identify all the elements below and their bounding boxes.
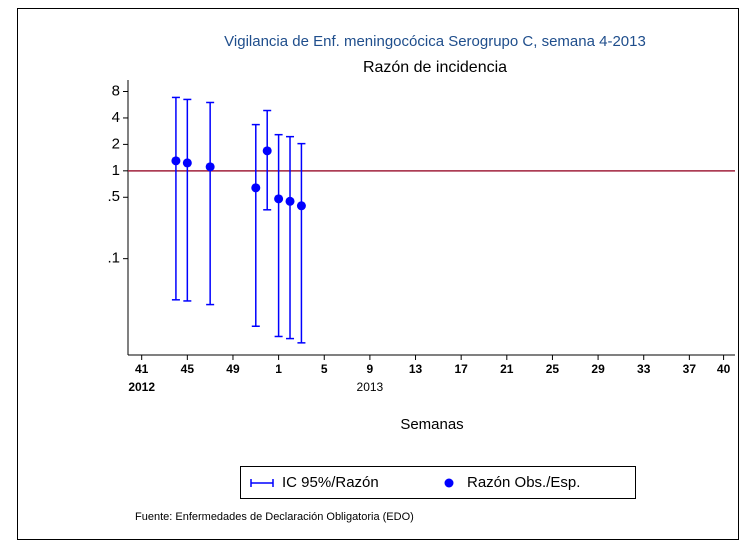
- legend-label: Razón Obs./Esp.: [467, 474, 580, 491]
- source-note: Fuente: Enfermedades de Declaración Obli…: [135, 511, 414, 523]
- point: [262, 146, 272, 156]
- error-bar: [263, 109, 272, 211]
- x-tick-label: 49: [226, 362, 240, 376]
- error-bar: [274, 133, 283, 338]
- point: [171, 156, 181, 166]
- point: [251, 183, 261, 193]
- y-tick-label: .5: [107, 188, 120, 205]
- y-tick-label: .1: [107, 250, 120, 267]
- x-tick-label: 37: [683, 362, 697, 376]
- x-tick-label: 45: [181, 362, 195, 376]
- x-tick-label: 40: [717, 362, 731, 376]
- point: [182, 158, 192, 168]
- x-tick-label: 1: [275, 362, 282, 376]
- y-tick-label: 1: [112, 162, 120, 179]
- x-axis-label: Semanas: [400, 416, 463, 433]
- error-bar: [286, 135, 295, 340]
- error-bar: [171, 96, 180, 301]
- frame: [17, 8, 739, 540]
- point: [296, 201, 306, 211]
- point: [205, 162, 215, 172]
- x-tick-label: 5: [321, 362, 328, 376]
- error-bar: [183, 98, 192, 302]
- x-tick-label: 41: [135, 362, 149, 376]
- x-tick-label: 13: [409, 362, 423, 376]
- error-bar: [297, 142, 306, 344]
- year-label: 2012: [128, 380, 155, 394]
- chart-subtitle: Razón de incidencia: [363, 59, 507, 76]
- x-tick-label: 9: [367, 362, 374, 376]
- x-tick-label: 33: [637, 362, 651, 376]
- error-bar: [206, 101, 215, 306]
- point: [285, 196, 295, 206]
- x-tick-label: 21: [500, 362, 514, 376]
- y-tick-label: 4: [112, 109, 120, 126]
- legend-swatch: [444, 478, 454, 488]
- y-tick-label: 8: [112, 82, 120, 99]
- point: [274, 194, 284, 204]
- legend: [240, 466, 636, 499]
- year-label: 2013: [357, 380, 384, 394]
- x-tick-label: 25: [546, 362, 560, 376]
- chart-title: Vigilancia de Enf. meningocócica Serogru…: [224, 33, 646, 50]
- x-tick-label: 17: [454, 362, 468, 376]
- x-tick-label: 29: [591, 362, 605, 376]
- legend-label: IC 95%/Razón: [282, 474, 379, 491]
- y-tick-label: 2: [112, 135, 120, 152]
- error-bar: [251, 123, 260, 327]
